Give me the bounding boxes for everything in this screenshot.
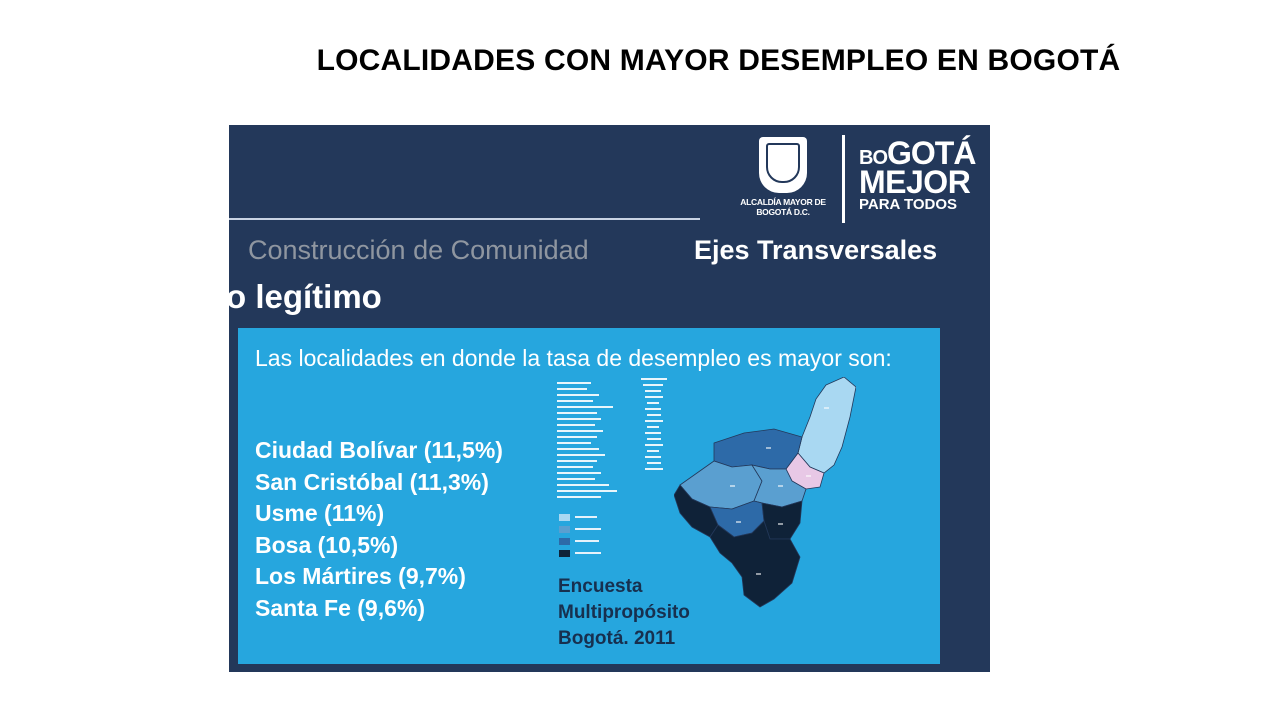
coat-of-arms-icon	[759, 137, 807, 193]
bogota-logo-small: BO	[859, 147, 888, 169]
list-item: Bosa (10,5%)	[255, 531, 399, 558]
map-region	[713, 428, 803, 470]
localidades-list: Ciudad Bolívar (11,5%) San Cristóbal (11…	[255, 435, 503, 624]
bogota-logo-line2: MEJOR	[859, 164, 971, 200]
list-item: Los Mártires (9,7%)	[255, 563, 466, 589]
alcaldia-logo: ALCALDÍA MAYOR DE BOGOTÁ D.C.	[737, 135, 829, 227]
map-region	[797, 377, 856, 474]
content-box: Las localidades en donde la tasa de dese…	[238, 328, 940, 664]
bogota-mejor-logo: BOGOTÁ MEJOR PARA TODOS	[859, 135, 976, 213]
section-heading: o legítimo	[229, 278, 382, 315]
list-item: Usme (11%)	[255, 500, 385, 526]
map-region	[709, 520, 801, 608]
intro-text: Las localidades en donde la tasa de dese…	[255, 345, 892, 371]
source-line: Multipropósito	[558, 602, 690, 623]
source-citation: Encuesta Multipropósito Bogotá. 2011	[558, 574, 690, 652]
list-item: San Cristóbal (11,3%)	[255, 468, 489, 495]
list-item: Santa Fe (9,6%)	[255, 594, 425, 621]
source-line: Encuesta	[558, 576, 643, 597]
map-legend	[557, 378, 667, 557]
slide-title: LOCALIDADES CON MAYOR DESEMPLEO EN BOGOT…	[316, 44, 1121, 77]
bogota-unemployment-map	[674, 377, 856, 608]
bogota-logo-big: GOTÁ	[887, 135, 976, 171]
bogota-logo-line3: PARA TODOS	[859, 196, 958, 213]
header-divider-line	[229, 218, 700, 220]
embedded-slide-image: ALCALDÍA MAYOR DE BOGOTÁ D.C. BOGOTÁ MEJ…	[229, 125, 990, 672]
nav-ejes-transversales: Ejes Transversales	[694, 235, 938, 265]
logo-divider	[842, 135, 845, 223]
nav-construccion-comunidad: Construcción de Comunidad	[248, 235, 589, 265]
alcaldia-logo-text: ALCALDÍA MAYOR DE BOGOTÁ D.C.	[740, 197, 826, 217]
source-line: Bogotá. 2011	[558, 628, 676, 649]
list-item: Ciudad Bolívar (11,5%)	[255, 437, 503, 463]
